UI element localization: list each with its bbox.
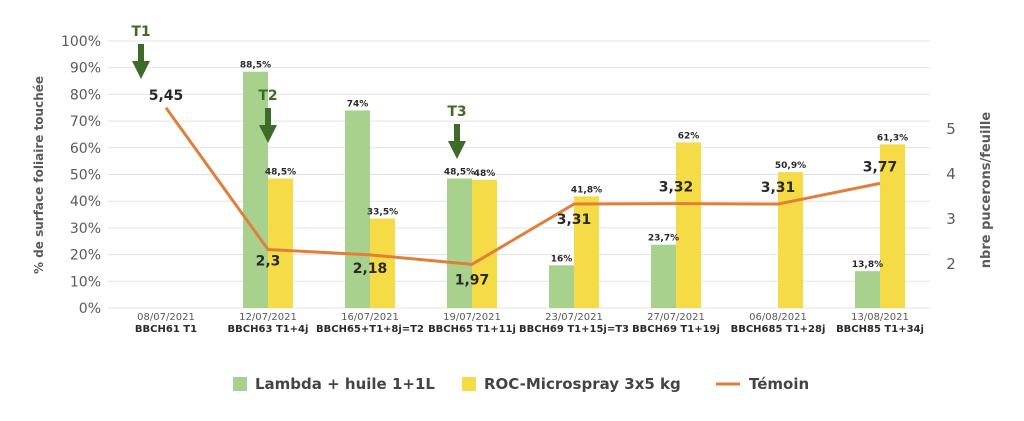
x-tick-date: 12/07/2021: [239, 312, 297, 323]
x-tick-date: 16/07/2021: [341, 312, 399, 323]
bar-lambda: [243, 72, 268, 308]
y-left-tick-label: 40%: [70, 194, 101, 210]
x-tick-date: 06/08/2021: [749, 312, 807, 323]
treatment-arrow-shaft: [138, 44, 144, 62]
y-left-tick-label: 20%: [70, 248, 101, 264]
x-tick-stage: BBCH65 T1+11j: [428, 324, 516, 335]
treatment-arrow-head: [132, 61, 150, 79]
y-left-tick-label: 50%: [70, 168, 101, 184]
y-left-tick-label: 80%: [70, 87, 101, 103]
legend-layer: Lambda + huile 1+1L ROC-Microspray 3x5 kg…: [233, 375, 809, 393]
treatment-label: T2: [258, 88, 277, 104]
x-tick-stage: BBCH69 T1+15j=T3: [519, 324, 629, 335]
bar-value-label: 61,3%: [877, 133, 908, 143]
bar-value-label: 48%: [474, 169, 496, 179]
y-left-tick-label: 70%: [70, 114, 101, 130]
bar-roc: [676, 142, 701, 308]
y-left-tick-label: 90%: [70, 61, 101, 77]
treatment-arrow-shaft: [454, 124, 460, 142]
bar-lambda: [447, 179, 472, 308]
bar-value-label: 88,5%: [240, 61, 271, 71]
legend-label: ROC-Microspray 3x5 kg: [484, 375, 681, 393]
x-tick-date: 08/07/2021: [137, 312, 195, 323]
temoin-value-label: 1,97: [455, 272, 490, 288]
bar-lambda: [651, 245, 676, 308]
bar-value-label: 50,9%: [775, 161, 806, 171]
y-right-tick-label: 5: [946, 120, 956, 138]
temoin-value-label: 3,31: [557, 212, 592, 228]
y-left-tick-label: 10%: [70, 274, 101, 290]
bar-value-label: 13,8%: [852, 260, 883, 270]
y-right-tick-label: 2: [946, 255, 956, 273]
treatment-arrow-shaft: [265, 108, 271, 126]
grid-layer: [108, 41, 930, 308]
legend-label: Témoin: [749, 375, 809, 393]
x-tick-stage: BBCH65+T1+8j=T2: [316, 324, 424, 335]
y-left-axis-title: % de surface foliaire touchée: [32, 76, 46, 274]
bar-roc: [472, 180, 497, 308]
temoin-value-label: 2,18: [353, 261, 388, 277]
y-right-axis-title: nbre pucerons/feuille: [979, 112, 994, 269]
bar-value-label: 62%: [678, 131, 700, 141]
legend-swatch: [233, 377, 247, 391]
x-tick-stage: BBCH63 T1+4j: [228, 324, 309, 335]
temoin-value-label: 5,45: [149, 88, 184, 104]
bar-value-label: 33,5%: [367, 208, 398, 218]
bar-value-label: 23,7%: [648, 234, 679, 244]
x-tick-date: 13/08/2021: [851, 312, 909, 323]
temoin-value-label: 3,77: [863, 159, 898, 175]
bar-value-label: 16%: [551, 254, 573, 264]
temoin-value-label: 2,3: [256, 254, 281, 270]
temoin-value-label: 3,31: [761, 180, 796, 196]
treatment-label: T3: [447, 104, 466, 120]
axis-layer: 0% 10% 20% 30% 40% 50% 60% 70% 80% 90% 100% 2 3 4 5 % d…: [32, 34, 994, 335]
treatment-label: T1: [131, 24, 150, 40]
y-left-tick-label: 30%: [70, 221, 101, 237]
x-tick-stage: BBCH61 T1: [135, 324, 197, 335]
legend-label: Lambda + huile 1+1L: [255, 375, 435, 393]
y-left-tick-label: 100%: [61, 34, 101, 50]
y-right-tick-label: 3: [946, 210, 956, 228]
bar-value-label: 48,5%: [265, 168, 296, 178]
x-tick-stage: BBCH85 T1+34j: [836, 324, 924, 335]
x-tick-date: 23/07/2021: [545, 312, 603, 323]
x-tick-date: 19/07/2021: [443, 312, 501, 323]
x-tick-date: 27/07/2021: [647, 312, 705, 323]
treatment-arrow-head: [448, 141, 466, 159]
y-left-tick-label: 60%: [70, 141, 101, 157]
x-tick-stage: BBCH69 T1+19j: [632, 324, 720, 335]
bar-lambda: [855, 271, 880, 308]
temoin-value-label: 3,32: [659, 180, 694, 196]
x-tick-stage: BBCH685 T1+28j: [731, 324, 826, 335]
y-left-tick-label: 0%: [79, 301, 101, 317]
bar-lambda: [549, 265, 574, 308]
bar-roc: [268, 179, 293, 308]
y-right-tick-label: 4: [946, 165, 956, 183]
legend-swatch: [462, 377, 476, 391]
bar-value-label: 41,8%: [571, 185, 602, 195]
bar-value-label: 48,5%: [444, 168, 475, 178]
bar-value-label: 74%: [347, 99, 369, 109]
